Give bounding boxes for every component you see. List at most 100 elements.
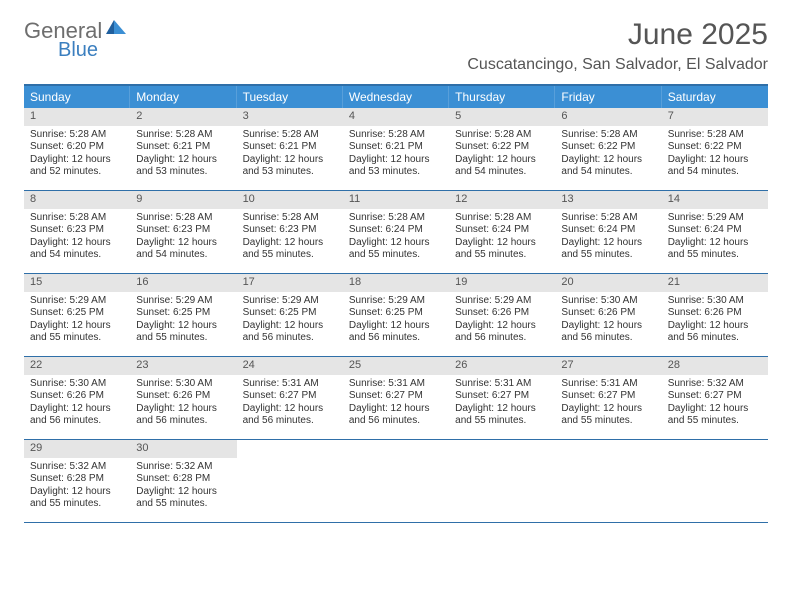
day-body: Sunrise: 5:28 AMSunset: 6:21 PMDaylight:… (237, 126, 343, 185)
day-cell (449, 440, 555, 522)
day-number: 12 (449, 191, 555, 209)
day-cell: 3Sunrise: 5:28 AMSunset: 6:21 PMDaylight… (237, 108, 343, 190)
day-body: Sunrise: 5:28 AMSunset: 6:24 PMDaylight:… (555, 209, 661, 268)
day-body: Sunrise: 5:30 AMSunset: 6:26 PMDaylight:… (662, 292, 768, 351)
daylight-line: Daylight: 12 hours and 56 minutes. (561, 320, 655, 345)
day-number: 6 (555, 108, 661, 126)
day-body: Sunrise: 5:28 AMSunset: 6:23 PMDaylight:… (237, 209, 343, 268)
day-cell: 22 Sunrise: 5:30 AMSunset: 6:26 PMDayligh… (24, 357, 130, 439)
daylight-line: Daylight: 12 hours and 55 minutes. (561, 237, 655, 262)
sunrise-line: Sunrise: 5:31 AM (455, 378, 549, 391)
week-row: 29Sunrise: 5:32 AMSunset: 6:28 PMDayligh… (24, 440, 768, 523)
day-of-week-header: Sunday Monday Tuesday Wednesday Thursday… (24, 86, 768, 108)
day-cell: 28Sunrise: 5:32 AMSunset: 6:27 PMDayligh… (662, 357, 768, 439)
daylight-line: Daylight: 12 hours and 56 minutes. (30, 403, 124, 428)
day-body: Sunrise: 5:31 AMSunset: 6:27 PMDaylight:… (237, 375, 343, 434)
sunset-line: Sunset: 6:28 PM (136, 473, 230, 486)
sunrise-line: Sunrise: 5:29 AM (349, 295, 443, 308)
sunset-line: Sunset: 6:27 PM (455, 390, 549, 403)
day-number: 7 (662, 108, 768, 126)
day-cell: 12Sunrise: 5:28 AMSunset: 6:24 PMDayligh… (449, 191, 555, 273)
day-number: 22 (24, 357, 130, 375)
daylight-line: Daylight: 12 hours and 56 minutes. (349, 403, 443, 428)
day-cell (555, 440, 661, 522)
sunrise-line: Sunrise: 5:32 AM (668, 378, 762, 391)
sunset-line: Sunset: 6:22 PM (668, 141, 762, 154)
daylight-line: Daylight: 12 hours and 56 minutes. (136, 403, 230, 428)
sunset-line: Sunset: 6:23 PM (30, 224, 124, 237)
sunrise-line: Sunrise: 5:29 AM (136, 295, 230, 308)
daylight-line: Daylight: 12 hours and 53 minutes. (243, 154, 337, 179)
daylight-line: Daylight: 12 hours and 56 minutes. (243, 403, 337, 428)
day-cell: 26Sunrise: 5:31 AMSunset: 6:27 PMDayligh… (449, 357, 555, 439)
sunrise-line: Sunrise: 5:28 AM (136, 129, 230, 142)
day-body: Sunrise: 5:31 AMSunset: 6:27 PMDaylight:… (343, 375, 449, 434)
sunrise-line: Sunrise: 5:28 AM (455, 212, 549, 225)
sunset-line: Sunset: 6:27 PM (561, 390, 655, 403)
header: General Blue June 2025 Cuscatancingo, Sa… (24, 18, 768, 74)
dow-wednesday: Wednesday (343, 86, 449, 108)
sunrise-line: Sunrise: 5:31 AM (561, 378, 655, 391)
day-cell: 19Sunrise: 5:29 AMSunset: 6:26 PMDayligh… (449, 274, 555, 356)
day-body: Sunrise: 5:28 AMSunset: 6:21 PMDaylight:… (343, 126, 449, 185)
sunset-line: Sunset: 6:23 PM (243, 224, 337, 237)
day-body: Sunrise: 5:28 AMSunset: 6:22 PMDaylight:… (662, 126, 768, 185)
day-number: 13 (555, 191, 661, 209)
calendar-grid: Sunday Monday Tuesday Wednesday Thursday… (24, 84, 768, 523)
sunset-line: Sunset: 6:22 PM (455, 141, 549, 154)
day-cell: 29Sunrise: 5:32 AMSunset: 6:28 PMDayligh… (24, 440, 130, 522)
day-body: Sunrise: 5:31 AMSunset: 6:27 PMDaylight:… (555, 375, 661, 434)
daylight-line: Daylight: 12 hours and 55 minutes. (30, 486, 124, 511)
daylight-line: Daylight: 12 hours and 55 minutes. (349, 237, 443, 262)
daylight-line: Daylight: 12 hours and 54 minutes. (668, 154, 762, 179)
sunset-line: Sunset: 6:26 PM (136, 390, 230, 403)
day-number: 15 (24, 274, 130, 292)
day-body: Sunrise: 5:30 AMSunset: 6:26 PMDaylight:… (130, 375, 236, 434)
sunrise-line: Sunrise: 5:29 AM (455, 295, 549, 308)
daylight-line: Daylight: 12 hours and 53 minutes. (136, 154, 230, 179)
calendar-document: General Blue June 2025 Cuscatancingo, Sa… (0, 0, 792, 541)
day-number: 19 (449, 274, 555, 292)
day-cell: 14Sunrise: 5:29 AMSunset: 6:24 PMDayligh… (662, 191, 768, 273)
day-cell: 24Sunrise: 5:31 AMSunset: 6:27 PMDayligh… (237, 357, 343, 439)
day-body: Sunrise: 5:28 AMSunset: 6:21 PMDaylight:… (130, 126, 236, 185)
sunrise-line: Sunrise: 5:30 AM (136, 378, 230, 391)
day-cell: 8Sunrise: 5:28 AMSunset: 6:23 PMDaylight… (24, 191, 130, 273)
day-number: 23 (130, 357, 236, 375)
day-body: Sunrise: 5:28 AMSunset: 6:23 PMDaylight:… (130, 209, 236, 268)
sunrise-line: Sunrise: 5:28 AM (349, 212, 443, 225)
day-cell: 11Sunrise: 5:28 AMSunset: 6:24 PMDayligh… (343, 191, 449, 273)
sunset-line: Sunset: 6:27 PM (243, 390, 337, 403)
day-number: 17 (237, 274, 343, 292)
day-cell: 13Sunrise: 5:28 AMSunset: 6:24 PMDayligh… (555, 191, 661, 273)
sunset-line: Sunset: 6:23 PM (136, 224, 230, 237)
week-row: 8Sunrise: 5:28 AMSunset: 6:23 PMDaylight… (24, 191, 768, 274)
day-number: 1 (24, 108, 130, 126)
week-row: 22Sunrise: 5:30 AMSunset: 6:26 PMDayligh… (24, 357, 768, 440)
day-cell: 9Sunrise: 5:28 AMSunset: 6:23 PMDaylight… (130, 191, 236, 273)
day-body: Sunrise: 5:28 AMSunset: 6:24 PMDaylight:… (449, 209, 555, 268)
day-number: 4 (343, 108, 449, 126)
day-number: 27 (555, 357, 661, 375)
logo: General Blue (24, 18, 128, 42)
sunset-line: Sunset: 6:26 PM (30, 390, 124, 403)
sunrise-line: Sunrise: 5:28 AM (136, 212, 230, 225)
day-cell: 5Sunrise: 5:28 AMSunset: 6:22 PMDaylight… (449, 108, 555, 190)
sunset-line: Sunset: 6:21 PM (136, 141, 230, 154)
day-number: 16 (130, 274, 236, 292)
weeks-container: 1Sunrise: 5:28 AMSunset: 6:20 PMDaylight… (24, 108, 768, 523)
daylight-line: Daylight: 12 hours and 55 minutes. (30, 320, 124, 345)
day-cell: 23Sunrise: 5:30 AMSunset: 6:26 PMDayligh… (130, 357, 236, 439)
day-cell: 7Sunrise: 5:28 AMSunset: 6:22 PMDaylight… (662, 108, 768, 190)
daylight-line: Daylight: 12 hours and 55 minutes. (668, 237, 762, 262)
daylight-line: Daylight: 12 hours and 56 minutes. (243, 320, 337, 345)
day-cell: 21Sunrise: 5:30 AMSunset: 6:26 PMDayligh… (662, 274, 768, 356)
logo-mark-icon (104, 18, 128, 42)
sunset-line: Sunset: 6:22 PM (561, 141, 655, 154)
day-number: 3 (237, 108, 343, 126)
day-body: Sunrise: 5:30 AMSunset: 6:26 PMDaylight:… (555, 292, 661, 351)
dow-friday: Friday (555, 86, 661, 108)
sunset-line: Sunset: 6:28 PM (30, 473, 124, 486)
sunset-line: Sunset: 6:25 PM (349, 307, 443, 320)
sunrise-line: Sunrise: 5:30 AM (30, 378, 124, 391)
